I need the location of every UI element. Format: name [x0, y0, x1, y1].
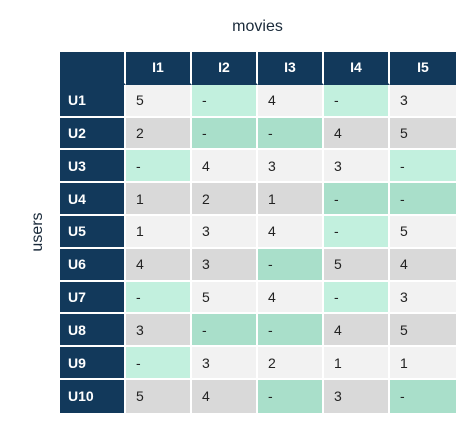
- rating-cell: 4: [390, 248, 456, 282]
- missing-cell: -: [126, 347, 192, 380]
- rating-cell: 3: [390, 281, 456, 315]
- table-row: U4 1 2 1- -: [60, 183, 456, 216]
- row-header: U7: [60, 281, 126, 315]
- rating-cell: 3: [192, 215, 258, 249]
- rating-cell: 4: [258, 84, 324, 118]
- rating-cell: 3: [324, 379, 390, 413]
- missing-cell: -: [390, 379, 456, 413]
- corner-cell: [60, 52, 126, 85]
- row-header: U5: [60, 215, 126, 249]
- rating-cell: 1: [324, 347, 390, 380]
- rating-cell: 5: [126, 379, 192, 413]
- missing-cell: -: [324, 183, 390, 216]
- row-header: U1: [60, 84, 126, 118]
- header-row: I1 I2 I3 I4 I5: [60, 52, 456, 85]
- missing-cell: -: [390, 150, 456, 184]
- row-header: U3: [60, 150, 126, 184]
- row-header: U9: [60, 347, 126, 380]
- rating-cell: 4: [258, 215, 324, 249]
- missing-cell: -: [324, 84, 390, 118]
- table-row: U3-4 3 3-: [60, 150, 456, 184]
- rating-cell: 5: [390, 314, 456, 348]
- column-header: I5: [390, 52, 456, 85]
- rating-cell: 5: [324, 248, 390, 282]
- rating-cell: 4: [192, 150, 258, 184]
- rating-cell: 1: [126, 183, 192, 216]
- table-row: U2 2- -4 5: [60, 117, 456, 151]
- row-header: U8: [60, 314, 126, 348]
- rating-cell: 1: [390, 347, 456, 380]
- rating-cell: 5: [390, 117, 456, 151]
- missing-cell: -: [390, 183, 456, 216]
- row-header: U6: [60, 248, 126, 282]
- missing-cell: -: [126, 150, 192, 184]
- rating-cell: 4: [324, 117, 390, 151]
- rating-cell: 2: [192, 183, 258, 216]
- column-header: I3: [258, 52, 324, 85]
- column-header: I2: [192, 52, 258, 85]
- rating-cell: 4: [192, 379, 258, 413]
- table-row: U6 4 3-5 4: [60, 248, 456, 282]
- table-row: U10 5 4-3-: [60, 379, 456, 413]
- column-header: I4: [324, 52, 390, 85]
- rating-cell: 4: [258, 281, 324, 315]
- table-row: U8 3- -4 5: [60, 314, 456, 348]
- rating-cell: 1: [258, 183, 324, 216]
- rating-cell: 3: [126, 314, 192, 348]
- missing-cell: -: [258, 117, 324, 151]
- missing-cell: -: [192, 314, 258, 348]
- missing-cell: -: [324, 281, 390, 315]
- rating-cell: 5: [192, 281, 258, 315]
- rating-cell: 4: [324, 314, 390, 348]
- missing-cell: -: [258, 248, 324, 282]
- table-row: U5 1 3 4-5: [60, 215, 456, 249]
- table-row: U9-3 2 1 1: [60, 347, 456, 380]
- rating-cell: 1: [126, 215, 192, 249]
- missing-cell: -: [324, 215, 390, 249]
- rating-cell: 5: [390, 215, 456, 249]
- row-header: U4: [60, 183, 126, 216]
- row-header: U2: [60, 117, 126, 151]
- row-axis-title: users: [29, 212, 46, 252]
- column-header: I1: [126, 52, 192, 85]
- rating-cell: 2: [258, 347, 324, 380]
- rating-table: I1 I2 I3 I4 I5 U1 5-4-3 U2 2- -4 5 U3-4 3 3- U4 1 2 1- - U5…: [60, 52, 456, 413]
- table-row: U7-5 4-3: [60, 281, 456, 315]
- missing-cell: -: [126, 281, 192, 315]
- rating-cell: 5: [126, 84, 192, 118]
- missing-cell: -: [192, 117, 258, 151]
- rating-cell: 3: [324, 150, 390, 184]
- row-header: U10: [60, 379, 126, 413]
- table-row: U1 5-4-3: [60, 84, 456, 118]
- rating-cell: 2: [126, 117, 192, 151]
- rating-cell: 3: [258, 150, 324, 184]
- missing-cell: -: [192, 84, 258, 118]
- rating-cell: 3: [192, 347, 258, 380]
- rating-cell: 3: [192, 248, 258, 282]
- missing-cell: -: [258, 314, 324, 348]
- missing-cell: -: [258, 379, 324, 413]
- column-axis-title: movies: [232, 18, 283, 35]
- rating-cell: 4: [126, 248, 192, 282]
- rating-cell: 3: [390, 84, 456, 118]
